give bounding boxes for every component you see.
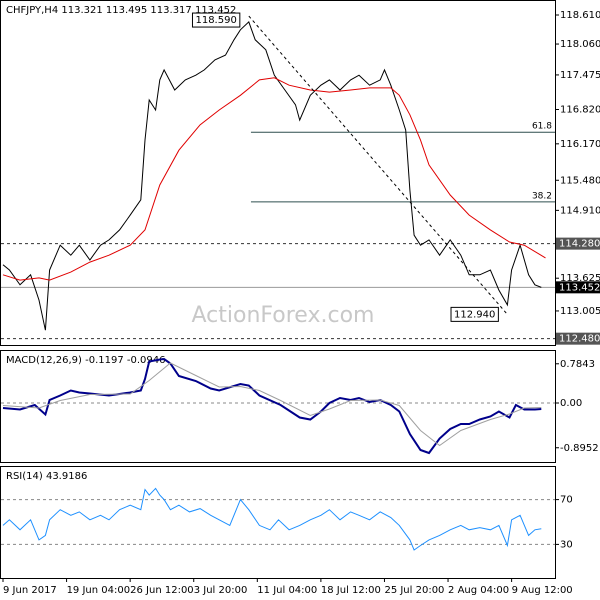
level-box	[556, 281, 600, 294]
macd-panel	[0, 350, 556, 463]
price-panel	[0, 0, 556, 346]
y-tick-label: 116.170	[560, 139, 600, 150]
y-tick-label: 30	[560, 539, 573, 550]
y-tick-label: -0.8952	[560, 443, 599, 454]
panel-title: CHFJPY,H4 113.321 113.495 113.317 113.45…	[6, 5, 236, 16]
series-line	[2, 487, 542, 551]
y-tick-label: 70	[560, 495, 573, 506]
rsi-panel	[0, 466, 556, 579]
panel-title: RSI(14) 43.9186	[6, 471, 87, 482]
annotation-box	[450, 306, 499, 322]
level-box	[556, 332, 600, 345]
series-line	[2, 21, 542, 331]
trend-line	[248, 15, 508, 315]
x-tick-label: 26 Jun 12:00	[130, 585, 194, 596]
x-tick-label: 9 Aug 12:00	[512, 585, 573, 596]
watermark: ActionForex.com	[192, 303, 375, 328]
level-label: 112.480	[559, 334, 600, 345]
y-tick-label: 0.00	[560, 398, 582, 409]
level-label: 113.452	[559, 282, 600, 293]
series-line	[2, 362, 542, 447]
y-tick-label: 116.820	[560, 105, 600, 116]
y-tick-label: 113.005	[560, 306, 600, 317]
y-tick-label: 115.480	[560, 175, 600, 186]
y-tick-label: 118.060	[560, 39, 600, 50]
x-tick-label: 19 Jun 04:00	[67, 585, 131, 596]
x-tick-label: 11 Jul 04:00	[257, 585, 317, 596]
x-tick-label: 9 Jun 2017	[3, 585, 57, 596]
fib-label: 38.2	[532, 191, 552, 201]
y-tick-label: 118.610	[560, 10, 600, 21]
x-tick-label: 3 Jul 20:00	[194, 585, 248, 596]
fib-label: 61.8	[532, 122, 552, 132]
x-tick-label: 2 Aug 04:00	[448, 585, 509, 596]
y-tick-label: 117.475	[560, 70, 600, 81]
series-line	[2, 357, 542, 455]
annotation-label: 112.940	[454, 309, 495, 320]
annotation-box	[191, 12, 241, 28]
panel-title: MACD(12,26,9) -0.1197 -0.0946	[6, 355, 166, 366]
annotation-label: 118.590	[195, 15, 236, 26]
y-tick-label: 113.625	[560, 273, 600, 284]
level-box	[556, 237, 600, 250]
x-tick-label: 25 Jul 20:00	[384, 585, 444, 596]
series-line	[2, 77, 546, 281]
y-tick-label: 0.7843	[560, 359, 595, 370]
y-tick-label: 114.910	[560, 205, 600, 216]
level-label: 114.280	[559, 239, 600, 250]
x-tick-label: 18 Jul 12:00	[321, 585, 381, 596]
